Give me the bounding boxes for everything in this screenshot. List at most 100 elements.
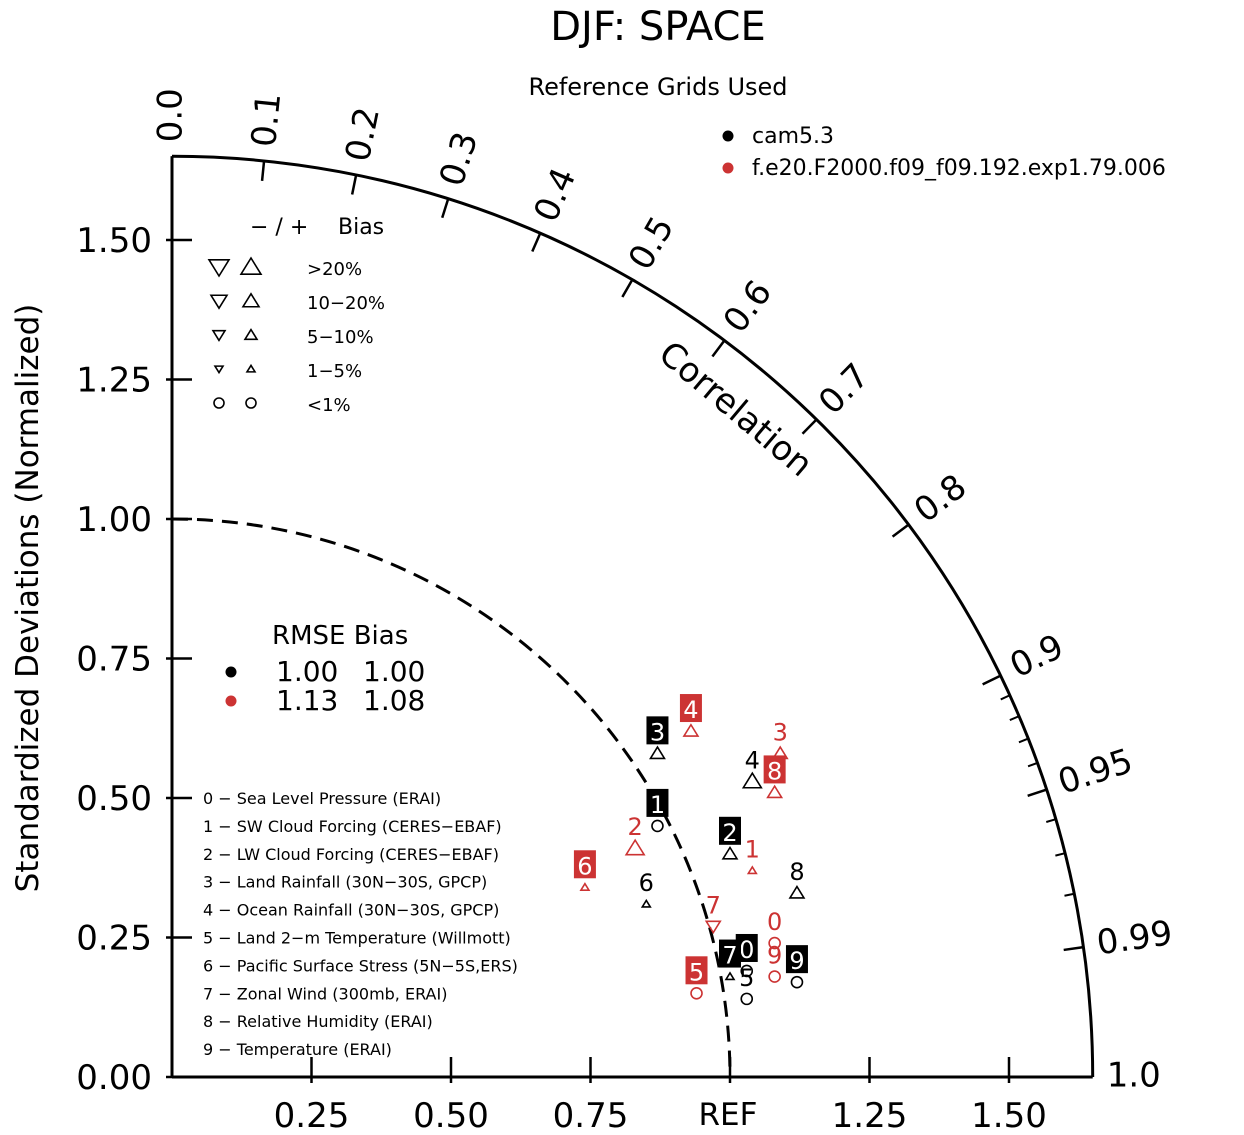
variable-list-item: 4 − Ocean Rainfall (30N−30S, GPCP) — [203, 901, 499, 920]
bias-value: 1.08 — [363, 684, 425, 717]
bias-legend-label: 5−10% — [307, 327, 374, 348]
rmse-value: 1.00 — [276, 655, 338, 688]
data-label: 6 — [639, 869, 654, 897]
bias-legend-label: 10−20% — [307, 293, 385, 314]
data-label-box — [685, 956, 708, 985]
data-label: 5 — [689, 958, 704, 986]
corr-tick — [711, 339, 726, 358]
data-marker — [649, 745, 666, 760]
corr-tick-label: 0.8 — [907, 467, 974, 531]
x-tick-label: 0.75 — [553, 1096, 629, 1135]
corr-tick — [621, 279, 634, 298]
bias-value: 1.00 — [363, 655, 425, 688]
corr-tick — [1027, 788, 1048, 797]
outer-arc — [171, 154, 1095, 1078]
bias-legend-label: >20% — [307, 259, 362, 280]
bias-down-marker — [209, 294, 229, 310]
corr-tick — [982, 674, 1002, 686]
variable-list-item: 7 − Zonal Wind (300mb, ERAI) — [203, 984, 447, 1003]
data-marker — [704, 920, 722, 935]
data-marker — [640, 898, 652, 908]
bias-legend-label: 1−5% — [307, 361, 362, 382]
corr-tick-label: 0.1 — [244, 91, 289, 149]
bias-up-marker — [245, 363, 257, 373]
corr-tick-label: 0.99 — [1094, 913, 1175, 963]
data-marker — [790, 975, 804, 989]
data-label: 5 — [739, 964, 754, 992]
data-marker — [651, 819, 664, 833]
corr-minor-tick — [1055, 852, 1066, 857]
variable-list-item: 9 − Temperature (ERAI) — [203, 1040, 392, 1059]
corr-tick-label: 0.4 — [526, 162, 584, 228]
legend-marker — [722, 162, 734, 174]
y-tick-label: 0.50 — [76, 779, 152, 819]
legend-marker — [722, 130, 734, 142]
variable-list-item: 3 − Land Rainfall (30N−30S, GPCP) — [203, 873, 487, 892]
data-label: 9 — [767, 942, 782, 970]
data-label-box — [573, 850, 596, 879]
legend-label: f.e20.F2000.f09_f09.192.exp1.79.006 — [752, 156, 1166, 181]
bias-down-marker — [213, 365, 225, 375]
corr-tick-label: 1.0 — [1107, 1056, 1161, 1096]
data-label: 2 — [627, 813, 642, 841]
corr-tick-label: 0.6 — [716, 273, 780, 340]
data-label: 0 — [739, 936, 754, 964]
data-marker — [724, 971, 736, 981]
y-tick-label: 0.25 — [76, 919, 152, 959]
data-marker — [766, 784, 784, 799]
bias-down-marker — [207, 258, 231, 278]
corr-tick — [441, 198, 450, 219]
corr-minor-tick — [1000, 694, 1011, 701]
data-marker — [682, 723, 700, 737]
corr-tick — [350, 174, 358, 195]
corr-tick-label: 0.7 — [811, 356, 877, 423]
data-label: 1 — [650, 791, 665, 819]
corr-tick — [801, 418, 818, 435]
bias-down-marker — [211, 329, 227, 342]
corr-tick — [1063, 945, 1084, 952]
legend-label: cam5.3 — [752, 124, 834, 149]
corr-tick-label: 0.5 — [621, 210, 683, 277]
bias-up-marker — [241, 292, 261, 308]
corr-tick-label: 0.3 — [432, 127, 486, 191]
x-tick-label: 0.50 — [413, 1096, 489, 1135]
data-marker — [624, 838, 646, 856]
rmse-header: RMSE Bias — [272, 621, 408, 651]
y-tick-label: 0.75 — [76, 640, 152, 680]
rmse-value: 1.13 — [276, 684, 338, 717]
data-label-box — [763, 755, 786, 784]
x-tick-label: 1.25 — [832, 1096, 908, 1135]
data-label-box — [719, 816, 741, 845]
data-label: 4 — [745, 746, 760, 774]
variable-list-item: 5 − Land 2−m Temperature (Willmott) — [203, 929, 511, 948]
y-axis-label: Standardized Deviations (Normalized) — [10, 304, 46, 893]
data-marker — [741, 771, 763, 789]
corr-tick — [260, 160, 266, 181]
data-label: 1 — [745, 836, 760, 864]
data-label-box — [646, 716, 669, 745]
y-tick-label: 1.25 — [76, 361, 152, 401]
data-marker — [690, 986, 703, 1000]
data-marker — [740, 992, 754, 1006]
bias-up-marker — [239, 256, 263, 276]
bias-legend-sign: − / + — [250, 215, 308, 240]
axes-layer: 0.000.250.500.751.001.251.500.25 0.50 0.75… — [76, 88, 1175, 1135]
data-label: 7 — [722, 942, 737, 970]
x-tick-label: 0.25 — [274, 1096, 350, 1135]
data-label: 9 — [789, 947, 804, 975]
data-marker — [579, 882, 591, 891]
data-label: 8 — [789, 858, 804, 886]
reference-arc — [171, 517, 732, 1078]
corr-tick — [891, 523, 910, 538]
rmse-marker — [225, 695, 237, 707]
data-marker — [768, 936, 781, 950]
rmse-marker — [225, 666, 237, 678]
corr-minor-tick — [1045, 818, 1057, 823]
chart-title: DJF: SPACE — [550, 4, 766, 50]
corr-tick-label: 0.95 — [1053, 741, 1137, 803]
data-label: 2 — [722, 819, 737, 847]
corr-tick-label: 0.0 — [151, 88, 191, 142]
variable-list-item: 6 − Pacific Surface Stress (5N−5S,ERS) — [203, 956, 518, 975]
